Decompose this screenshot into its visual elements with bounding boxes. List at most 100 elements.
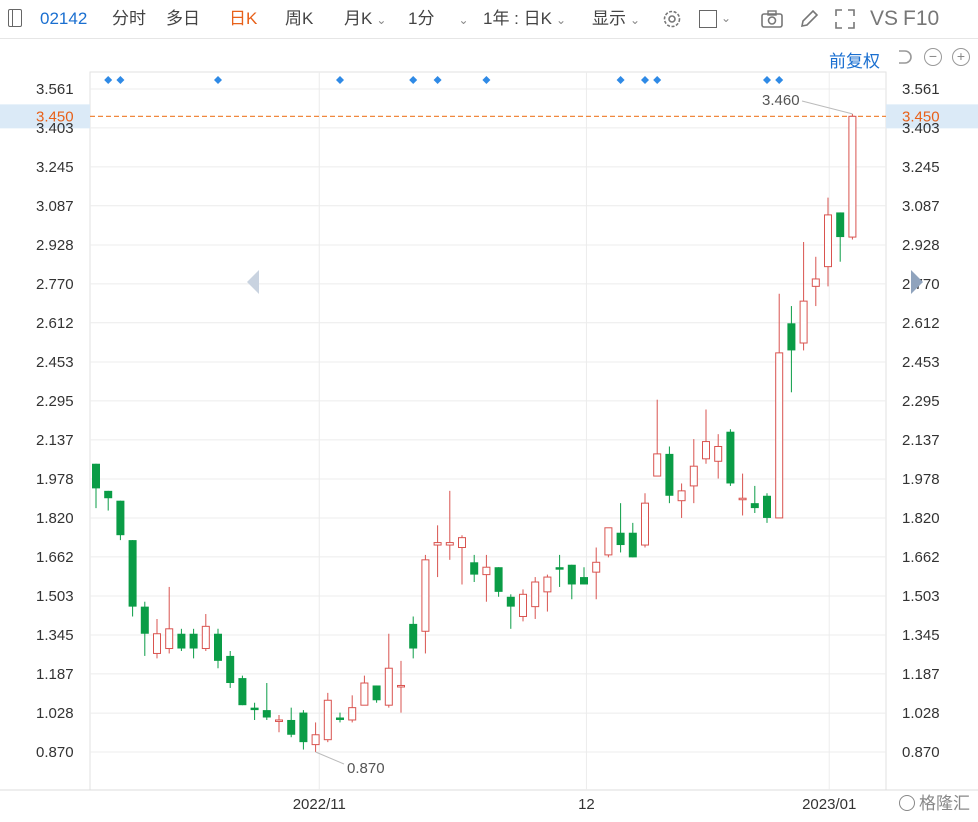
range-select[interactable]: 1年 : 日K ⌄ <box>483 0 566 38</box>
candle-body <box>116 500 125 536</box>
tab-1fen-label: 1分 <box>408 9 435 28</box>
candle-body <box>287 719 296 735</box>
x-axis: 2022/11 12 2023/01 <box>293 796 857 813</box>
tab-1fen[interactable]: 1分 ⌄ <box>408 0 469 38</box>
pencil-icon[interactable] <box>798 8 820 30</box>
display-select[interactable]: 显示 ⌄ <box>592 0 640 38</box>
candle <box>348 695 357 723</box>
chart-grid <box>0 71 978 791</box>
event-marker-icon <box>336 76 344 84</box>
y-tick-label: 1.028 <box>36 705 74 722</box>
candle <box>787 306 796 393</box>
fullscreen-icon[interactable] <box>834 8 856 30</box>
event-marker-icon <box>775 76 784 84</box>
candle-body <box>580 577 588 585</box>
f10-button[interactable]: F10 <box>903 7 940 30</box>
gear-icon[interactable] <box>661 8 683 30</box>
event-marker-icon <box>641 76 649 84</box>
camera-icon[interactable] <box>760 8 784 30</box>
candle-body <box>836 212 845 238</box>
y-tick-label: 1.820 <box>902 510 940 527</box>
y-tick-label: 2.612 <box>36 315 74 332</box>
zoom-out-icon[interactable]: − <box>924 48 942 66</box>
watermark: 格隆汇 <box>899 789 970 814</box>
candle-body <box>799 300 808 344</box>
event-marker-icon <box>104 76 113 84</box>
candle-body <box>567 564 576 585</box>
y-tick-label: 3.561 <box>902 81 940 98</box>
candle-body <box>201 625 210 650</box>
y-tick-label: 2.453 <box>36 354 74 371</box>
scroll-left-arrow[interactable] <box>247 270 259 294</box>
tab-duori[interactable]: 多日 <box>166 9 200 28</box>
candle <box>165 586 174 654</box>
event-marker-icon <box>409 76 418 84</box>
candle-body <box>275 719 283 722</box>
tab-yuek[interactable]: 月K ⌄ <box>344 0 386 38</box>
chevron-down-icon: ⌄ <box>376 13 387 27</box>
y-tick-label: 3.403 <box>902 120 940 137</box>
candle <box>323 692 332 743</box>
vs-button[interactable]: VS <box>870 7 899 30</box>
y-tick-label: 1.820 <box>36 510 74 527</box>
y-tick-label: 2.612 <box>902 315 940 332</box>
candle <box>311 722 320 752</box>
candle <box>519 589 527 622</box>
adjust-select[interactable]: 前复权 <box>829 52 880 71</box>
candle-body <box>616 532 625 546</box>
candle-body <box>104 490 113 499</box>
scroll-right-arrow[interactable] <box>911 270 923 294</box>
candle-body <box>811 278 820 287</box>
candle <box>299 710 308 750</box>
sidebar-toggle-icon[interactable] <box>6 6 28 32</box>
x-tick-label: 2023/01 <box>802 796 856 813</box>
candle <box>470 554 479 582</box>
tab-fenshi[interactable]: 分时 <box>112 9 146 28</box>
event-markers <box>104 76 784 84</box>
candle <box>726 429 735 486</box>
y-tick-label: 1.187 <box>36 666 74 683</box>
y-tick-label: 1.345 <box>36 627 74 644</box>
undo-icon[interactable] <box>894 47 914 67</box>
display-select-label: 显示 <box>592 9 626 28</box>
chevron-down-icon: ⌄ <box>555 13 567 27</box>
candle-body <box>372 685 381 701</box>
y-tick-label: 2.928 <box>36 237 74 254</box>
candle-body <box>702 441 710 460</box>
stock-code: 02142 <box>40 9 88 28</box>
y-tick-label: 3.561 <box>36 81 74 98</box>
candle-body <box>421 559 430 632</box>
candle <box>641 493 649 548</box>
candle-body <box>226 655 235 684</box>
y-tick-label: 2.295 <box>36 393 74 410</box>
tab-rik[interactable]: 日K <box>229 9 258 28</box>
candle-body <box>299 712 308 743</box>
candle-body <box>543 576 552 593</box>
candle <box>506 594 515 629</box>
event-marker-icon <box>433 76 442 84</box>
candle-body <box>750 503 759 509</box>
y-tick-label: 1.978 <box>902 471 940 488</box>
y-tick-label: 3.245 <box>902 159 940 176</box>
square-box-icon[interactable]: ⌄ <box>699 8 739 30</box>
candle-body <box>360 682 369 706</box>
y-axis-right: 3.561 3.403 3.245 3.087 2.928 2.770 2.612 2.453… <box>902 81 940 761</box>
candle <box>592 547 601 600</box>
chevron-down-icon: ⌄ <box>630 13 641 27</box>
candle-body <box>824 214 832 268</box>
y-tick-label: 1.503 <box>36 588 74 605</box>
current-price-line: 3.450 3.450 <box>0 104 978 129</box>
chart-annotations: 3.460 0.870 <box>315 92 853 777</box>
candle <box>604 527 613 558</box>
zoom-in-icon[interactable]: + <box>952 48 970 66</box>
candle <box>665 446 674 504</box>
candle <box>275 715 283 733</box>
candle <box>689 439 698 504</box>
candle <box>750 485 759 514</box>
candle-body <box>397 684 405 688</box>
candle <box>226 650 235 688</box>
y-tick-label: 1.503 <box>902 588 940 605</box>
tab-zhouk[interactable]: 周K <box>285 9 314 28</box>
candle <box>848 113 857 240</box>
candle-body <box>189 633 198 649</box>
